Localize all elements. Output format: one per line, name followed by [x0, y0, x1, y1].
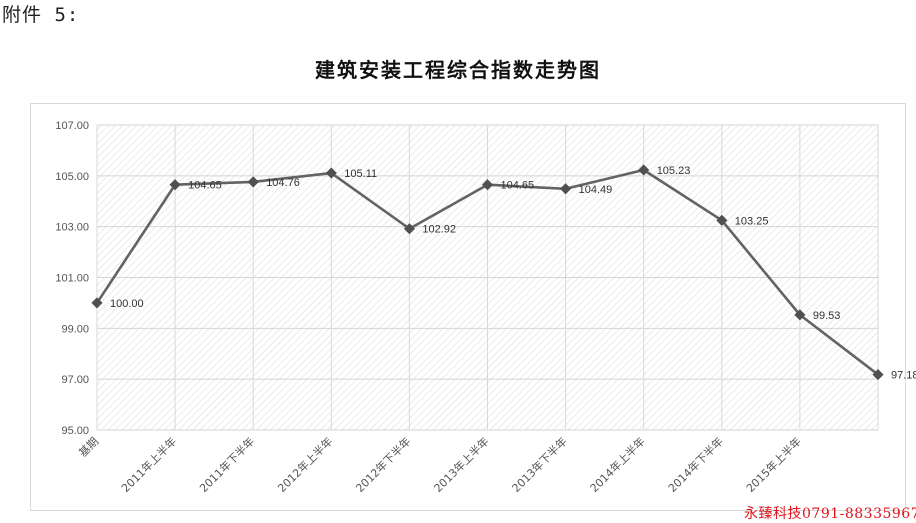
watermark-contact: 永臻科技0791-88335967	[744, 506, 916, 522]
data-point-marker	[560, 183, 572, 195]
data-label: 104.65	[188, 180, 222, 192]
data-label: 100.00	[110, 298, 144, 310]
x-tick-label: 2015年上半年	[743, 434, 804, 495]
data-point-marker	[716, 214, 728, 226]
data-point-marker	[872, 369, 884, 381]
data-label: 97.18	[891, 370, 916, 382]
data-point-marker	[403, 223, 415, 235]
data-point-marker	[91, 297, 103, 309]
data-point-marker	[325, 167, 337, 179]
data-label: 102.92	[422, 224, 456, 236]
data-label: 103.25	[735, 215, 769, 227]
chart-title: 建筑安装工程综合指数走势图	[315, 58, 601, 82]
data-point-marker	[794, 309, 806, 321]
data-point-marker	[169, 179, 181, 191]
y-tick-label: 103.00	[55, 222, 89, 234]
data-label: 104.76	[266, 177, 300, 189]
x-tick-label: 2012年上半年	[275, 434, 336, 495]
x-tick-label: 2013年上半年	[431, 434, 492, 495]
x-tick-label: 2011年上半年	[118, 434, 179, 495]
x-tick-label: 2011年下半年	[197, 434, 258, 495]
data-label: 105.23	[657, 165, 691, 177]
data-point-marker	[638, 164, 650, 176]
y-tick-label: 105.00	[55, 171, 89, 183]
y-tick-label: 99.00	[61, 323, 89, 335]
data-label: 104.65	[501, 180, 535, 192]
attachment-label: 附件 5:	[2, 4, 80, 26]
x-tick-label: 基期	[76, 435, 101, 460]
data-point-marker	[247, 176, 259, 188]
y-tick-label: 97.00	[61, 374, 89, 386]
x-tick-label: 2014年上半年	[587, 434, 648, 495]
data-point-marker	[481, 179, 494, 191]
data-label: 104.49	[579, 184, 613, 196]
y-tick-label: 95.00	[61, 425, 89, 437]
x-tick-label: 2014年下半年	[665, 434, 726, 495]
x-tick-label: 2012年下半年	[353, 434, 414, 495]
y-tick-label: 107.00	[55, 120, 89, 132]
data-label: 99.53	[813, 310, 841, 322]
y-tick-label: 101.00	[55, 273, 89, 285]
data-label: 105.11	[344, 168, 377, 180]
x-tick-label: 2013年下半年	[509, 434, 570, 495]
